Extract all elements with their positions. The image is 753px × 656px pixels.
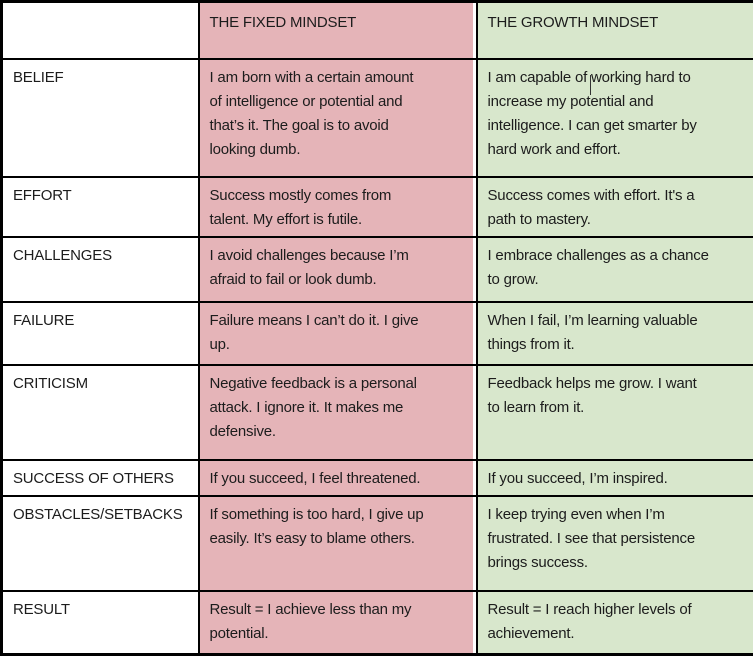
- row-label-challenges[interactable]: CHALLENGES: [2, 237, 199, 302]
- effort-fixed-cell[interactable]: Success mostly comes from talent. My eff…: [199, 177, 477, 237]
- text-caret: [590, 75, 591, 95]
- growth-mindset-column-header[interactable]: THE GROWTH MINDSET: [477, 2, 753, 59]
- belief-fixed-cell[interactable]: I am born with a certain amount of intel…: [199, 59, 477, 177]
- obstacles-setbacks-growth-cell[interactable]: I keep trying even when I’m frustrated. …: [477, 496, 753, 591]
- row-label-failure[interactable]: FAILURE: [2, 302, 199, 365]
- row-label-effort[interactable]: EFFORT: [2, 177, 199, 237]
- belief-growth-cell[interactable]: I am capable of working hard to increase…: [477, 59, 753, 177]
- table-row-failure: FAILURE Failure means I can’t do it. I g…: [2, 302, 753, 365]
- failure-growth-cell[interactable]: When I fail, I’m learning valuable thing…: [477, 302, 753, 365]
- fixed-mindset-column-header[interactable]: THE FIXED MINDSET: [199, 2, 477, 59]
- success-of-others-fixed-cell[interactable]: If you succeed, I feel threatened.: [199, 460, 477, 496]
- success-of-others-growth-cell[interactable]: If you succeed, I’m inspired.: [477, 460, 753, 496]
- challenges-fixed-cell[interactable]: I avoid challenges because I’m afraid to…: [199, 237, 477, 302]
- failure-fixed-cell[interactable]: Failure means I can’t do it. I give up.: [199, 302, 477, 365]
- challenges-growth-cell[interactable]: I embrace challenges as a chance to grow…: [477, 237, 753, 302]
- result-growth-cell[interactable]: Result = I reach higher levels of achiev…: [477, 591, 753, 655]
- table-row-belief: BELIEF I am born with a certain amount o…: [2, 59, 753, 177]
- row-label-success-of-others[interactable]: SUCCESS OF OTHERS: [2, 460, 199, 496]
- effort-growth-cell[interactable]: Success comes with effort. It's a path t…: [477, 177, 753, 237]
- table-row-challenges: CHALLENGES I avoid challenges because I’…: [2, 237, 753, 302]
- row-label-belief[interactable]: BELIEF: [2, 59, 199, 177]
- table-row-obstacles-setbacks: OBSTACLES/SETBACKS If something is too h…: [2, 496, 753, 591]
- table-row-effort: EFFORT Success mostly comes from talent.…: [2, 177, 753, 237]
- row-label-criticism[interactable]: CRITICISM: [2, 365, 199, 460]
- table-row-success-of-others: SUCCESS OF OTHERS If you succeed, I feel…: [2, 460, 753, 496]
- result-fixed-cell[interactable]: Result = I achieve less than my potentia…: [199, 591, 477, 655]
- row-label-result[interactable]: RESULT: [2, 591, 199, 655]
- table-row-criticism: CRITICISM Negative feedback is a persona…: [2, 365, 753, 460]
- obstacles-setbacks-fixed-cell[interactable]: If something is too hard, I give up easi…: [199, 496, 477, 591]
- criticism-growth-cell[interactable]: Feedback helps me grow. I want to learn …: [477, 365, 753, 460]
- table-row-result: RESULT Result = I achieve less than my p…: [2, 591, 753, 655]
- row-label-obstacles-setbacks[interactable]: OBSTACLES/SETBACKS: [2, 496, 199, 591]
- criticism-fixed-cell[interactable]: Negative feedback is a personal attack. …: [199, 365, 477, 460]
- corner-cell[interactable]: [2, 2, 199, 59]
- table-header-row: THE FIXED MINDSET THE GROWTH MINDSET: [2, 2, 753, 59]
